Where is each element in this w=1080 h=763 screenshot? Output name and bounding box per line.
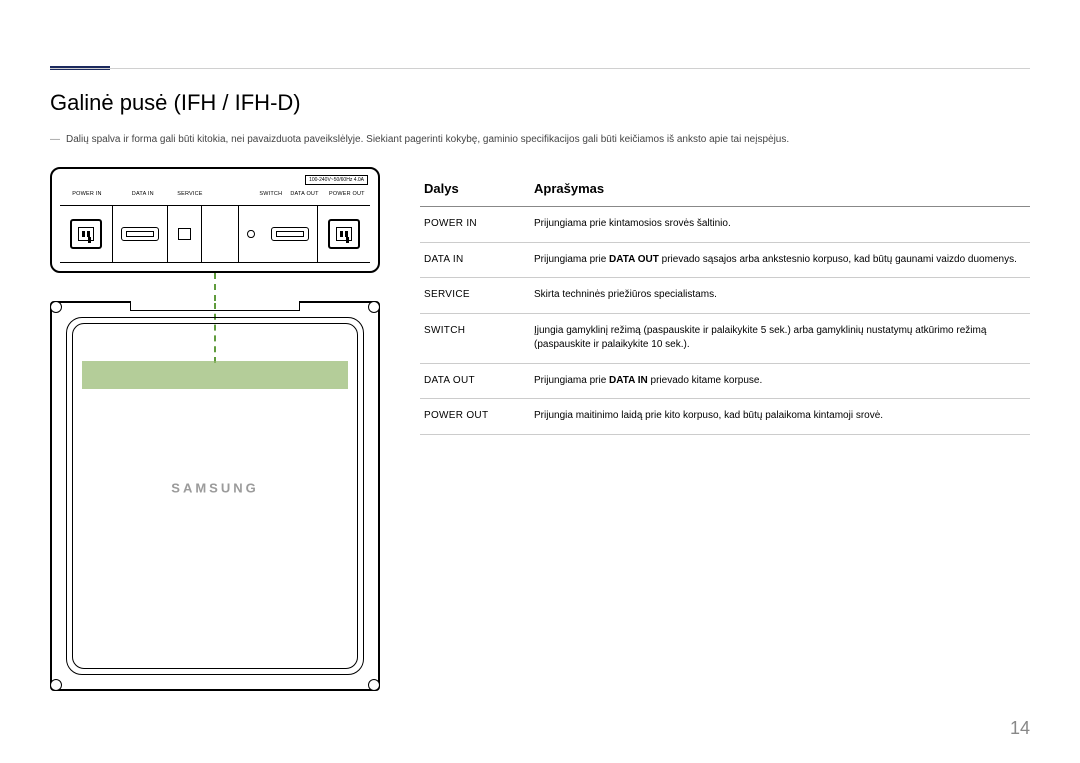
parts-table-column: Dalys Aprašymas POWER IN Prijungiama pri… [420, 167, 1030, 691]
label-data-out: DATA OUT [285, 191, 324, 197]
label-data-in: DATA IN [114, 191, 172, 197]
port-service-icon [178, 228, 190, 240]
connector-panel: 100-240V~50/60Hz 4.0A POWER IN DATA IN S… [50, 167, 380, 273]
th-parts: Dalys [420, 173, 530, 207]
table-row: SWITCH Įjungia gamyklinį režimą (paspaus… [420, 313, 1030, 363]
top-divider [50, 68, 1030, 69]
screw-icon [50, 679, 62, 691]
table-row: POWER IN Prijungiama prie kintamosios sr… [420, 207, 1030, 243]
screw-icon [50, 301, 62, 313]
screw-icon [368, 301, 380, 313]
table-row: DATA IN Prijungiama prie DATA OUT prieva… [420, 242, 1030, 278]
table-row: SERVICE Skirta techninės priežiūros spec… [420, 278, 1030, 314]
screw-icon [368, 679, 380, 691]
part-desc: Prijungiama prie DATA OUT prievado sąsaj… [530, 242, 1030, 278]
part-name: SWITCH [420, 313, 530, 363]
spec-label: 100-240V~50/60Hz 4.0A [305, 175, 368, 185]
label-power-in: POWER IN [60, 191, 114, 197]
parts-table: Dalys Aprašymas POWER IN Prijungiama pri… [420, 173, 1030, 435]
port-power-in-icon [70, 219, 102, 249]
th-desc: Aprašymas [530, 173, 1030, 207]
part-name: POWER OUT [420, 399, 530, 435]
table-row: DATA OUT Prijungiama prie DATA IN prieva… [420, 363, 1030, 399]
part-desc: Prijungiama prie kintamosios srovės šalt… [530, 207, 1030, 243]
device-rear: SAMSUNG [50, 301, 380, 691]
page-number: 14 [1010, 718, 1030, 739]
samsung-logo: SAMSUNG [171, 481, 258, 496]
port-power-out-icon [328, 219, 360, 249]
port-switch-icon [247, 230, 254, 238]
part-desc: Prijungia maitinimo laidą prie kito korp… [530, 399, 1030, 435]
label-switch: SWITCH [256, 191, 285, 197]
table-row: POWER OUT Prijungia maitinimo laidą prie… [420, 399, 1030, 435]
note-text: Dalių spalva ir forma gali būti kitokia,… [50, 134, 1030, 145]
ports-row [60, 205, 370, 263]
content-row: 100-240V~50/60Hz 4.0A POWER IN DATA IN S… [50, 167, 1030, 691]
part-desc: Prijungiama prie DATA IN prievado kitame… [530, 363, 1030, 399]
part-desc: Skirta techninės priežiūros specialistam… [530, 278, 1030, 314]
label-service: SERVICE [172, 191, 209, 197]
label-power-out: POWER OUT [324, 191, 370, 197]
part-name: DATA OUT [420, 363, 530, 399]
part-name: POWER IN [420, 207, 530, 243]
part-name: SERVICE [420, 278, 530, 314]
port-labels-row: POWER IN DATA IN SERVICE SWITCH DATA OUT… [60, 191, 370, 197]
page-title: Galinė pusė (IFH / IFH-D) [50, 90, 1030, 116]
diagram-column: 100-240V~50/60Hz 4.0A POWER IN DATA IN S… [50, 167, 380, 691]
part-name: DATA IN [420, 242, 530, 278]
green-highlight [82, 361, 348, 389]
part-desc: Įjungia gamyklinį režimą (paspauskite ir… [530, 313, 1030, 363]
port-data-in-icon [121, 227, 160, 241]
dash-connector [214, 273, 216, 301]
port-data-out-icon [271, 227, 310, 241]
